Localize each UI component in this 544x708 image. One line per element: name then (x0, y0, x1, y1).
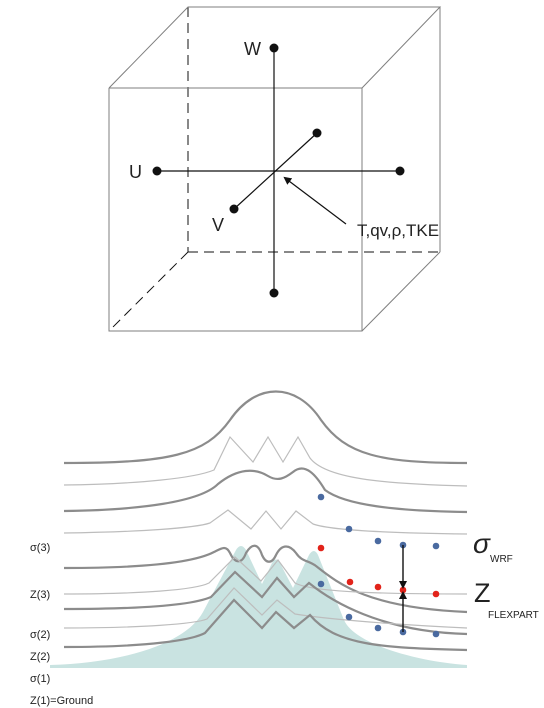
sigma-point (317, 580, 325, 588)
cube-top-face (108, 6, 442, 89)
right-node (395, 166, 405, 176)
sigma-level-2 (63, 570, 468, 636)
sigma-point (345, 525, 353, 533)
sigma-level-3 (63, 544, 468, 614)
level-label: Z(3) (30, 589, 50, 601)
z-point (317, 544, 325, 552)
level-label: Z(2) (30, 651, 50, 663)
sigma-wrf-subscript: WRF (490, 554, 513, 565)
u-label: U (129, 162, 142, 182)
z-point (399, 586, 407, 594)
sigma-wrf-symbol: σ (473, 528, 491, 559)
z-flexpart-symbol: Z (474, 578, 491, 608)
z-flexpart-subscript: FLEXPART (488, 610, 539, 621)
back-node (312, 128, 322, 138)
vertical-coordinate-section: σ WRF Z FLEXPART σ(3) Z(3) σ(2) Z(2) σ(1… (30, 390, 539, 707)
cube-bottom-right-edge (361, 251, 441, 332)
depth-axis (233, 132, 318, 210)
sigma-point (432, 542, 440, 550)
level-label: σ(2) (30, 629, 50, 641)
grid-cell-cube: W U V T,qv,ρ,TKE (108, 6, 442, 332)
v-node (229, 204, 239, 214)
sigma-point (317, 493, 325, 501)
z-point (432, 590, 440, 598)
sigma-level-top (63, 390, 468, 465)
w-label: W (244, 39, 261, 59)
sigma-point (432, 630, 440, 638)
cube-hidden-edge-depth (108, 251, 189, 332)
z-level-3 (63, 556, 468, 595)
level-label: σ(1) (30, 673, 50, 685)
sigma-point (374, 537, 382, 545)
level-label: σ(3) (30, 542, 50, 554)
z-level-2 (63, 587, 468, 629)
u-node (152, 166, 162, 176)
sigma-level-upper (63, 467, 468, 514)
center-variables-label: T,qv,ρ,TKE (357, 221, 439, 240)
w-node (269, 43, 279, 53)
bottom-node (269, 288, 279, 298)
v-label: V (212, 215, 224, 235)
sigma-level-1 (63, 598, 468, 652)
z-level-upper (63, 435, 468, 487)
sigma-point (374, 624, 382, 632)
terrain (50, 546, 467, 668)
z-level-middle (63, 509, 468, 535)
center-pointer-arrow (283, 176, 347, 225)
z-point (346, 578, 354, 586)
level-label: Z(1)=Ground (30, 695, 93, 707)
z-point (374, 583, 382, 591)
sigma-point (345, 613, 353, 621)
